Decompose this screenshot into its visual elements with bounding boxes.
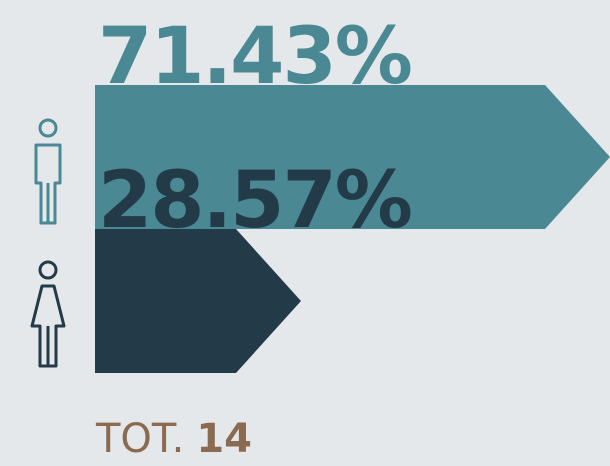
female-icon <box>30 260 66 368</box>
total-caption: TOT. <box>95 416 184 462</box>
value-label: 71.43% <box>98 12 411 102</box>
bar <box>95 229 301 373</box>
value-label: 28.57% <box>98 156 411 246</box>
male-icon <box>34 118 62 225</box>
total-value: 14 <box>196 416 252 462</box>
bar <box>95 85 610 229</box>
total-label: TOT. 14 <box>95 416 252 462</box>
